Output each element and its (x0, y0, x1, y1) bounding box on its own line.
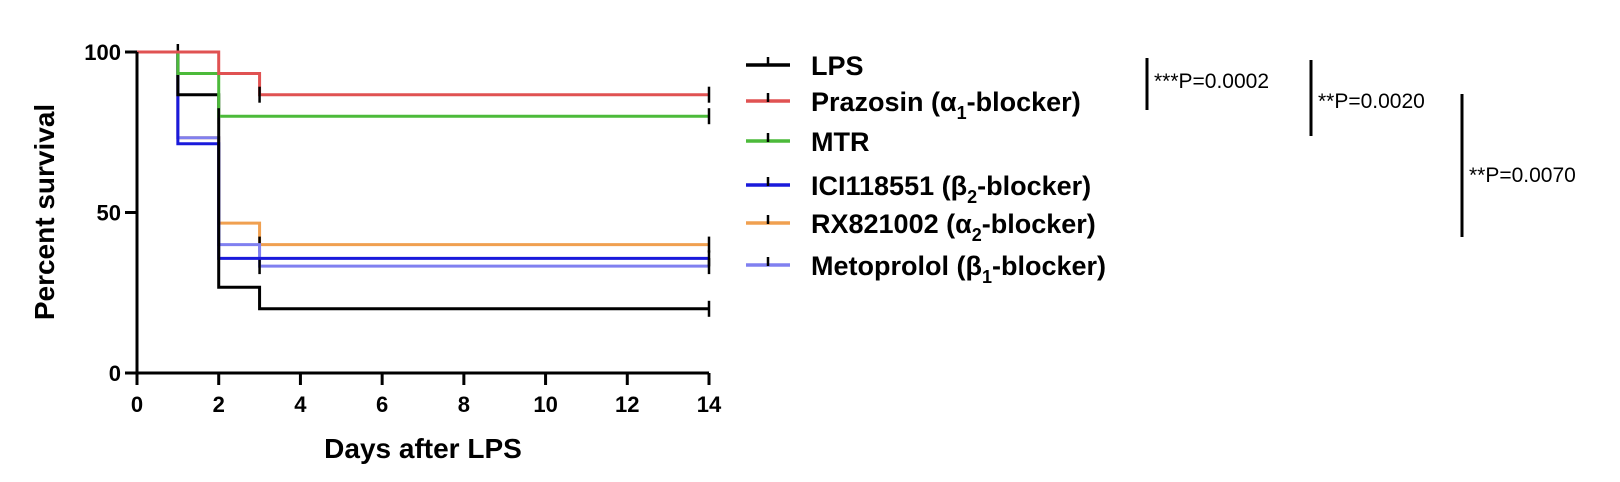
x-tick-label-4: 4 (294, 392, 307, 417)
series-line-mtr (137, 50, 709, 118)
axes (135, 52, 709, 375)
x-tick-label-8: 8 (458, 392, 470, 417)
plot-lines (137, 44, 711, 317)
significance-label-1: **P=0.0020 (1318, 90, 1425, 113)
series-line-metoprolol (137, 50, 709, 268)
legend-item-metoprolol: Metoprolol (β1-blocker) (746, 251, 1106, 287)
y-tick-label-0: 0 (109, 361, 121, 386)
series-line-rx (137, 50, 709, 247)
ticks: 0 2 4 6 8 10 12 14 0 50 100 (84, 40, 722, 417)
legend-label-lps: LPS (811, 51, 864, 81)
significance-label-2: **P=0.0070 (1469, 164, 1576, 187)
y-tick-label-100: 100 (84, 40, 121, 65)
legend-item-mtr: MTR (746, 127, 869, 157)
legend-item-rx: RX821002 (α2-blocker) (746, 209, 1096, 245)
x-tick-label-2: 2 (213, 392, 225, 417)
significance-bracket-2: **P=0.0070 (1460, 94, 1576, 237)
x-tick-label-0: 0 (131, 392, 143, 417)
x-tick-label-12: 12 (615, 392, 639, 417)
x-tick-label-14: 14 (697, 392, 722, 417)
significance-label-0: ***P=0.0002 (1154, 70, 1269, 93)
legend: LPS Prazosin (α1-blocker) MTR ICI118551 (β2… (746, 51, 1106, 287)
series-line-prazosin (137, 50, 709, 97)
legend-item-prazosin: Prazosin (α1-blocker) (746, 87, 1081, 123)
series-line-lps (137, 50, 709, 311)
significance-bracket-0: ***P=0.0002 (1145, 58, 1269, 110)
legend-label-mtr: MTR (811, 127, 869, 157)
x-tick-label-10: 10 (533, 392, 557, 417)
significance-bracket-1: **P=0.0020 (1309, 60, 1425, 136)
legend-label-ici: ICI118551 (β2-blocker) (811, 171, 1091, 207)
significance-annotations: ***P=0.0002 **P=0.0020 **P=0.0070 (1145, 58, 1576, 237)
x-tick-label-6: 6 (376, 392, 388, 417)
legend-label-metoprolol: Metoprolol (β1-blocker) (811, 251, 1106, 287)
y-axis-title: Percent survival (29, 104, 60, 320)
series-line-ici (137, 50, 709, 260)
legend-label-prazosin: Prazosin (α1-blocker) (811, 87, 1081, 123)
legend-item-lps: LPS (746, 51, 864, 81)
y-tick-label-50: 50 (97, 201, 121, 226)
legend-label-rx: RX821002 (α2-blocker) (811, 209, 1096, 245)
x-axis-title: Days after LPS (324, 433, 522, 464)
legend-item-ici: ICI118551 (β2-blocker) (746, 171, 1091, 207)
